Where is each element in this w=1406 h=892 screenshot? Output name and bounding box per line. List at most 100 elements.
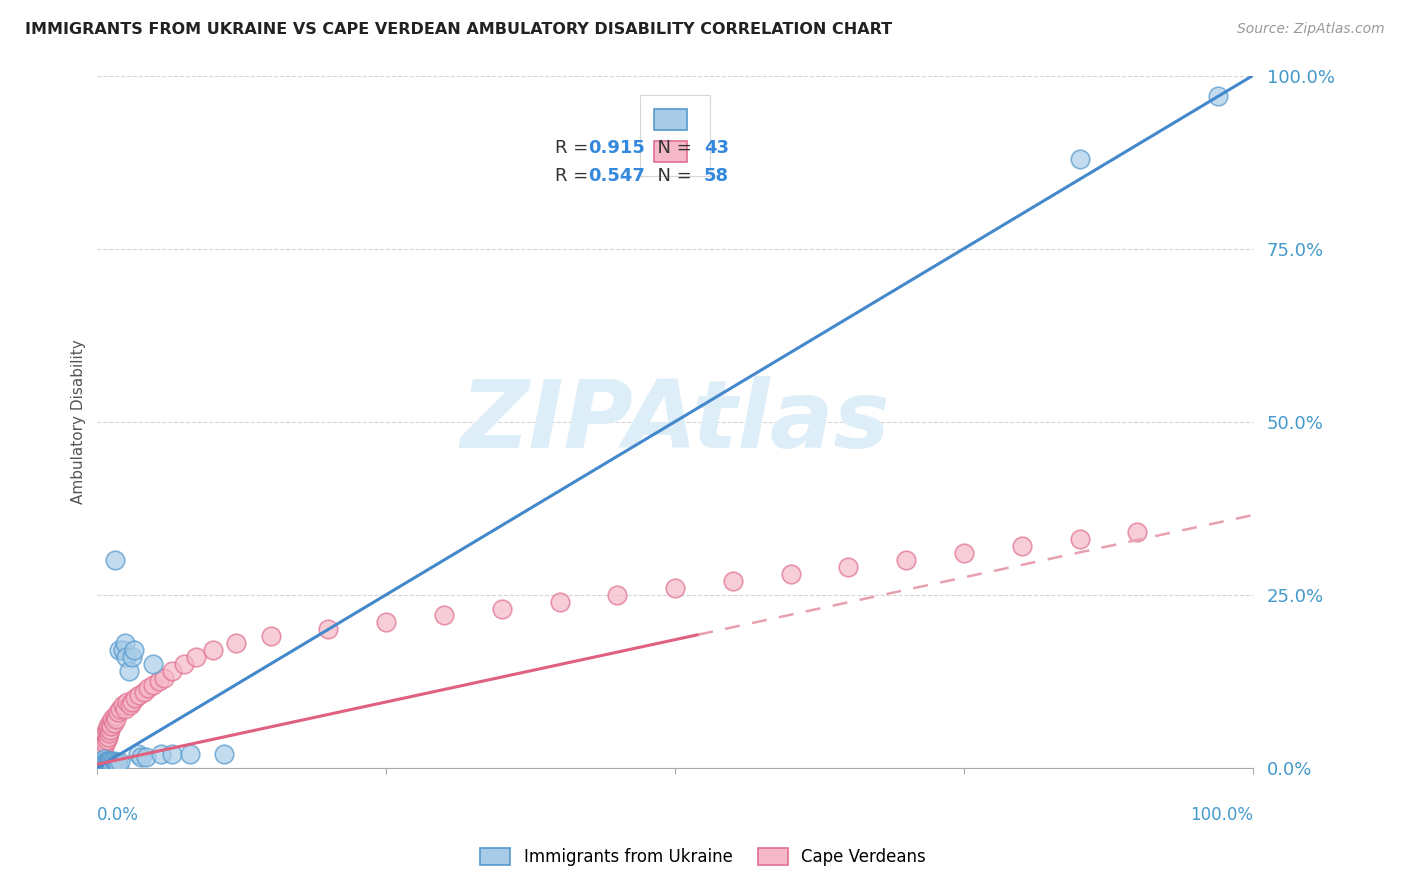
Point	[1126, 525, 1149, 540]
Point	[103, 755, 125, 769]
Point	[1206, 89, 1229, 103]
Point	[104, 712, 127, 726]
Point	[98, 756, 121, 771]
Point	[142, 657, 165, 671]
Point	[896, 553, 918, 567]
Point	[93, 739, 115, 754]
Point	[101, 756, 124, 771]
Point	[107, 756, 129, 771]
Point	[104, 708, 127, 723]
Point	[97, 754, 120, 768]
Point	[129, 750, 152, 764]
Point	[107, 706, 129, 720]
Point	[91, 756, 114, 771]
Text: R =: R =	[555, 167, 593, 185]
Point	[135, 750, 157, 764]
Point	[1011, 539, 1033, 553]
Text: 0.547: 0.547	[589, 167, 645, 185]
Point	[89, 747, 111, 761]
Point	[121, 695, 143, 709]
Point	[953, 546, 976, 560]
Point	[91, 754, 114, 768]
Text: N =: N =	[647, 167, 697, 185]
Point	[110, 702, 132, 716]
Point	[91, 755, 114, 769]
Point	[103, 715, 125, 730]
Text: R =: R =	[555, 139, 593, 157]
Point	[114, 636, 136, 650]
Point	[97, 719, 120, 733]
Point	[98, 755, 121, 769]
Point	[101, 712, 124, 726]
Point	[114, 702, 136, 716]
Point	[111, 643, 134, 657]
Point	[97, 755, 120, 769]
Point	[97, 730, 120, 744]
Point	[104, 757, 127, 772]
Point	[173, 657, 195, 671]
Point	[162, 664, 184, 678]
Point	[162, 747, 184, 761]
Point	[225, 636, 247, 650]
Point	[128, 688, 150, 702]
Text: 0.915: 0.915	[589, 139, 645, 157]
Point	[90, 739, 112, 754]
Text: 100.0%: 100.0%	[1189, 805, 1253, 824]
Point	[98, 715, 121, 730]
Point	[97, 757, 120, 772]
Legend: Immigrants from Ukraine, Cape Verdeans: Immigrants from Ukraine, Cape Verdeans	[472, 840, 934, 875]
Point	[91, 733, 114, 747]
Point	[837, 560, 859, 574]
Point	[110, 755, 132, 769]
Point	[93, 752, 115, 766]
Point	[118, 698, 141, 713]
Point	[121, 649, 143, 664]
Point	[779, 566, 801, 581]
Text: 43: 43	[704, 139, 728, 157]
Point	[127, 747, 149, 761]
Point	[214, 747, 236, 761]
Text: N =: N =	[647, 139, 697, 157]
Text: 58: 58	[704, 167, 730, 185]
Point	[548, 594, 571, 608]
Point	[124, 643, 146, 657]
Point	[97, 758, 120, 772]
Point	[201, 643, 224, 657]
Point	[318, 622, 340, 636]
Point	[94, 736, 117, 750]
Point	[375, 615, 398, 630]
Point	[93, 756, 115, 770]
Point	[433, 608, 456, 623]
Point	[94, 726, 117, 740]
Text: 0.0%: 0.0%	[97, 805, 139, 824]
Point	[97, 726, 120, 740]
Point	[124, 691, 146, 706]
Point	[721, 574, 744, 588]
Point	[93, 730, 115, 744]
Point	[108, 643, 131, 657]
Point	[260, 629, 283, 643]
Point	[136, 681, 159, 695]
Text: IMMIGRANTS FROM UKRAINE VS CAPE VERDEAN AMBULATORY DISABILITY CORRELATION CHART: IMMIGRANTS FROM UKRAINE VS CAPE VERDEAN …	[25, 22, 893, 37]
Point	[98, 723, 121, 737]
Text: Source: ZipAtlas.com: Source: ZipAtlas.com	[1237, 22, 1385, 37]
Point	[94, 755, 117, 769]
Point	[148, 674, 170, 689]
Point	[105, 756, 128, 770]
Point	[149, 747, 172, 761]
Point	[1069, 533, 1091, 547]
Point	[132, 684, 155, 698]
Point	[117, 695, 139, 709]
Point	[90, 757, 112, 772]
Point	[91, 747, 114, 761]
Point	[96, 733, 118, 747]
Point	[91, 743, 114, 757]
Point	[491, 601, 513, 615]
Point	[100, 755, 122, 769]
Point	[96, 754, 118, 768]
Point	[664, 581, 686, 595]
Point	[100, 719, 122, 733]
Text: ZIPAtlas: ZIPAtlas	[460, 376, 890, 467]
Point	[606, 588, 628, 602]
Point	[111, 698, 134, 713]
